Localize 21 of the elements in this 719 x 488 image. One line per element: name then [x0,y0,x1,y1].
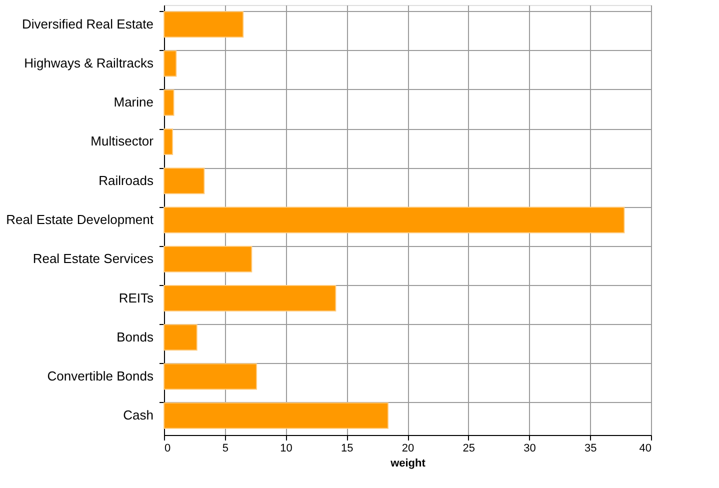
y-tick-label: Bonds [116,329,154,344]
y-tick-label: Highways & Railtracks [24,55,154,70]
x-tick-label: 5 [222,442,228,454]
x-tick-label: 30 [524,442,536,454]
x-tick-label: 0 [164,442,171,454]
y-tick-label: REITs [118,290,154,306]
x-tick-label: 10 [280,442,292,454]
x-tick-label: 25 [462,442,475,454]
y-tick-label: Railroads [98,172,154,188]
x-axis-title: weight [390,458,426,470]
x-tick-label: 40 [639,442,652,454]
y-tick-label: Convertible Bonds [47,368,154,384]
y-tick-label: Cash [123,408,154,423]
x-tick-label: 20 [402,442,414,454]
x-tick-label: 35 [584,442,597,454]
y-tick-label: Real Estate Development [6,212,154,227]
y-tick-label: Real Estate Services [32,251,154,266]
y-tick-label: Marine [114,94,154,110]
y-tick-label: Multisector [90,134,154,149]
x-tick-label: 15 [341,442,354,454]
y-tick-label: Diversified Real Estate [22,16,154,32]
